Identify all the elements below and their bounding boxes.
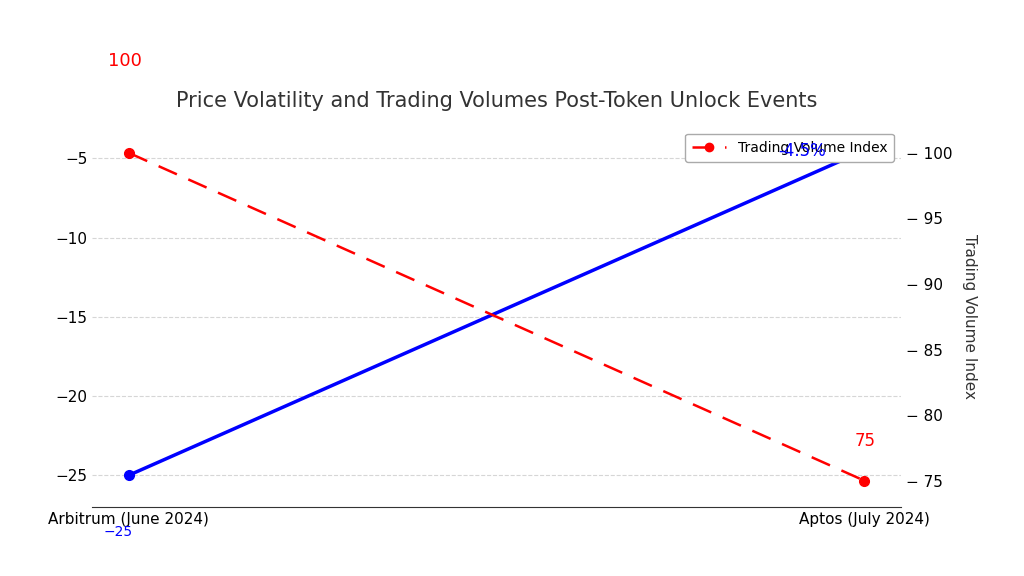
Text: 75: 75	[855, 433, 877, 450]
Legend: Trading Volume Index: Trading Volume Index	[685, 134, 894, 161]
Y-axis label: Trading Volume Index: Trading Volume Index	[963, 234, 978, 399]
Text: −25: −25	[103, 525, 132, 539]
Title: Price Volatility and Trading Volumes Post-Token Unlock Events: Price Volatility and Trading Volumes Pos…	[176, 91, 817, 111]
Text: -4.5%: -4.5%	[778, 142, 826, 160]
Text: 100: 100	[108, 52, 141, 70]
